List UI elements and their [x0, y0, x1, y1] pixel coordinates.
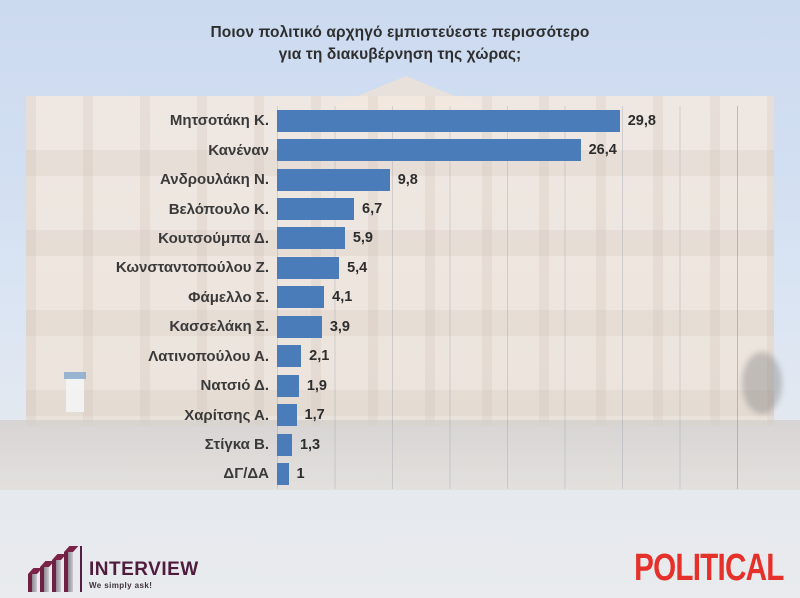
bar-value-label: 1,3: [299, 436, 321, 453]
chart-row: Λατινοπούλου Α. 2,1: [8, 342, 792, 371]
bar-area: 5,4: [277, 253, 737, 282]
bar: [277, 198, 355, 221]
chart-row: Μητσοτάκη Κ. 29,8: [8, 106, 792, 135]
background-wall: [0, 420, 800, 490]
chart-row: Ανδρουλάκη Ν. 9,8: [8, 165, 792, 194]
bar-value-label: 1,7: [304, 407, 325, 424]
bar: [277, 227, 345, 250]
chart-row: Κωνσταντοπούλου Ζ. 5,4: [8, 253, 792, 282]
chart-row: Βελόπουλο Κ. 6,7: [8, 194, 792, 223]
bar-area: 2,1: [277, 342, 737, 371]
category-label: Στίγκα Β.: [204, 436, 269, 454]
category-label: Μητσοτάκη Κ.: [169, 112, 269, 130]
category-label: Ανδρουλάκη Ν.: [160, 171, 269, 189]
chart-title: Ποιον πολιτικό αρχηγό εμπιστεύεστε περισ…: [0, 22, 800, 66]
bar-value-label: 5,4: [347, 259, 368, 276]
bar-value-label: 26,4: [588, 142, 617, 159]
bar: [277, 345, 302, 368]
bar-value-label: 1,9: [306, 377, 328, 394]
bar-area: 1: [277, 459, 737, 488]
bar: [277, 462, 289, 485]
category-label: Κασσελάκη Σ.: [169, 318, 269, 336]
category-label: Λατινοπούλου Α.: [148, 347, 269, 365]
bar-area: 29,8: [277, 106, 737, 135]
category-label: Κουτσούμπα Δ.: [158, 229, 269, 247]
background-guard-booth: [64, 372, 86, 412]
bar-area: 6,7: [277, 194, 737, 223]
category-label: ΔΓ/ΔΑ: [223, 465, 269, 483]
interview-bars-icon: [28, 542, 73, 592]
bar-value-label: 5,9: [352, 230, 374, 247]
chart-row: Νατσιό Δ. 1,9: [8, 371, 792, 400]
category-label: Βελόπουλο Κ.: [168, 200, 269, 218]
bar: [277, 286, 325, 309]
category-label: Κωνσταντοπούλου Ζ.: [115, 259, 269, 277]
bar-area: 4,1: [277, 283, 737, 312]
category-label: Φάμελλο Σ.: [188, 288, 269, 306]
bar-value-label: 3,9: [329, 318, 351, 335]
chart-row: Κασσελάκη Σ. 3,9: [8, 312, 792, 341]
bar: [277, 256, 340, 279]
bar-area: 3,9: [277, 312, 737, 341]
bar: [277, 374, 299, 397]
category-label: Χαρίτσης Α.: [184, 406, 269, 424]
chart-row: Στίγκα Β. 1,3: [8, 430, 792, 459]
chart-title-line2: για τη διακυβέρνηση της χώρας;: [278, 46, 522, 63]
bar-value-label: 2,1: [309, 348, 330, 365]
interview-logo: INTERVIEW We simply ask!: [28, 542, 199, 592]
bar: [277, 404, 297, 427]
bar: [277, 168, 390, 191]
bar-area: 1,3: [277, 430, 737, 459]
bar-area: 9,8: [277, 165, 737, 194]
chart-row: Χαρίτσης Α. 1,7: [8, 400, 792, 429]
category-label: Νατσιό Δ.: [200, 377, 269, 395]
bar-area: 1,7: [277, 400, 737, 429]
background-tree: [742, 352, 782, 414]
bar-area: 26,4: [277, 135, 737, 164]
interview-logo-tagline: We simply ask!: [89, 581, 153, 590]
bar-value-label: 29,8: [627, 112, 656, 129]
bar-value-label: 4,1: [332, 289, 353, 306]
bar-area: 1,9: [277, 371, 737, 400]
bar: [277, 139, 581, 162]
chart-row: Φάμελλο Σ. 4,1: [8, 283, 792, 312]
chart-title-line1: Ποιον πολιτικό αρχηγό εμπιστεύεστε περισ…: [210, 24, 590, 41]
bar-value-label: 1: [296, 465, 305, 482]
interview-logo-name: INTERVIEW: [89, 559, 199, 580]
chart-row: ΔΓ/ΔΑ 1: [8, 459, 792, 488]
category-label: Κανέναν: [208, 141, 269, 159]
interview-logo-divider: [80, 546, 82, 592]
bar: [277, 315, 322, 338]
bar-value-label: 9,8: [397, 171, 418, 188]
chart-rows: Μητσοτάκη Κ. 29,8 Κανέναν 26,4 Ανδρουλάκη Ν.…: [8, 106, 792, 489]
chart-row: Κανέναν 26,4: [8, 135, 792, 164]
bar: [277, 109, 620, 132]
bar-area: 5,9: [277, 224, 737, 253]
chart-row: Κουτσούμπα Δ. 5,9: [8, 224, 792, 253]
political-logo: POLITICAL: [634, 547, 785, 589]
bar: [277, 433, 292, 456]
bar-value-label: 6,7: [362, 201, 383, 218]
